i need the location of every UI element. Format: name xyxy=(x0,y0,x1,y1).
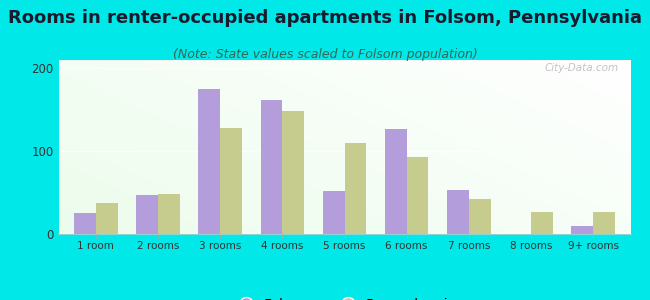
Text: (Note: State values scaled to Folsom population): (Note: State values scaled to Folsom pop… xyxy=(173,48,477,61)
Bar xyxy=(571,226,593,234)
Bar xyxy=(323,191,345,234)
Bar xyxy=(136,195,158,234)
Text: City-Data.com: City-Data.com xyxy=(545,64,619,74)
Bar xyxy=(385,129,407,234)
Bar xyxy=(344,143,366,234)
Bar xyxy=(282,111,304,234)
Bar xyxy=(531,212,552,234)
Bar xyxy=(407,157,428,234)
Bar xyxy=(593,212,615,234)
Bar xyxy=(447,190,469,234)
Text: Rooms in renter-occupied apartments in Folsom, Pennsylvania: Rooms in renter-occupied apartments in F… xyxy=(8,9,642,27)
Bar xyxy=(158,194,180,234)
Legend: Folsom, Pennsylvania: Folsom, Pennsylvania xyxy=(226,292,463,300)
Bar xyxy=(220,128,242,234)
Bar xyxy=(74,213,96,234)
Bar xyxy=(198,89,220,234)
Bar xyxy=(96,203,118,234)
Bar xyxy=(261,100,282,234)
Bar xyxy=(469,199,491,234)
